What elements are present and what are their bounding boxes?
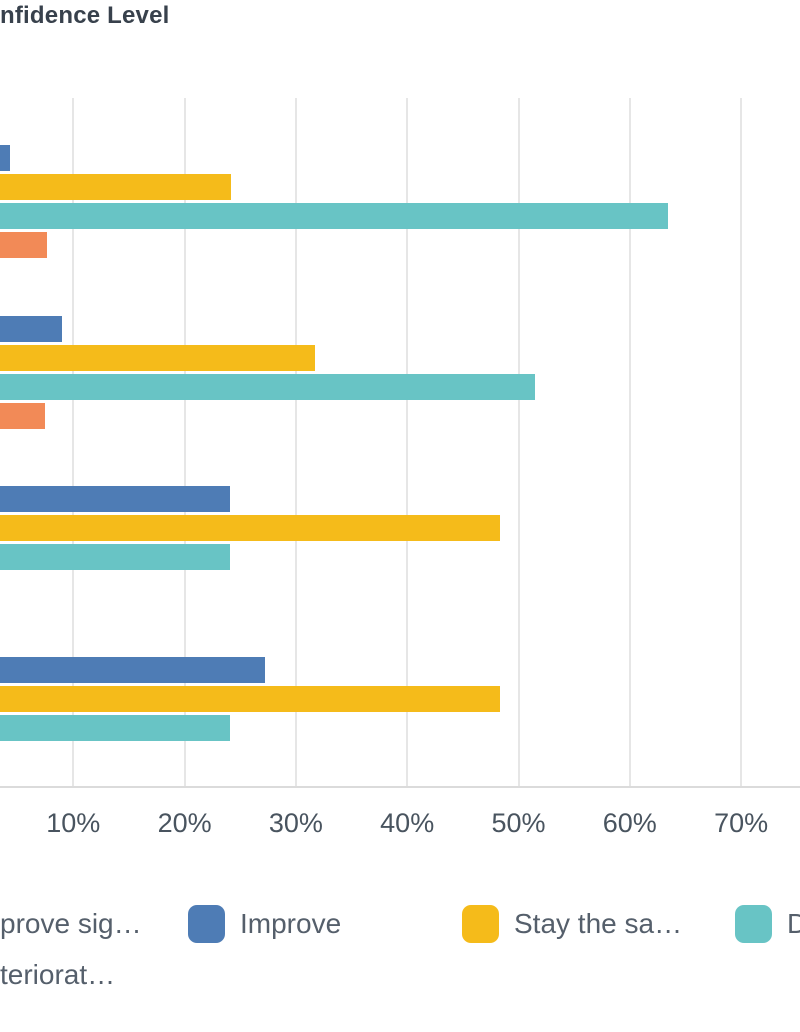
x-axis-tick-label: 60% xyxy=(602,808,657,838)
chart-title: nfidence Level xyxy=(0,2,170,29)
bar-group3-improve xyxy=(0,486,231,512)
x-axis-tick-label: 20% xyxy=(157,808,212,838)
gridline-30 xyxy=(294,98,297,786)
gridline-40 xyxy=(406,98,409,786)
legend-label: Improve xyxy=(240,908,342,939)
gridline-10 xyxy=(72,98,75,786)
bar-group1-improve xyxy=(0,145,10,171)
x-axis-tick-label: 40% xyxy=(380,808,435,838)
gridline-20 xyxy=(183,98,186,786)
gridline-50 xyxy=(517,98,520,786)
legend-item: teriorat… xyxy=(0,956,115,994)
bar-group1-d xyxy=(0,203,668,229)
legend-swatch-icon xyxy=(188,905,225,943)
x-axis-line xyxy=(0,786,800,788)
legend-swatch-icon xyxy=(735,905,772,943)
legend-label: prove sig… xyxy=(0,908,142,939)
bar-group3-staythesa xyxy=(0,515,500,541)
bar-group2-d xyxy=(0,374,536,400)
bar-group1-staythesa xyxy=(0,174,232,200)
bar-group2-staythesa xyxy=(0,345,315,371)
legend-item: Stay the sa… xyxy=(462,905,682,943)
bar-group2-improve xyxy=(0,316,63,342)
legend-label: Stay the sa… xyxy=(514,908,683,939)
bar-group2-teriorat xyxy=(0,403,46,429)
gridline-60 xyxy=(628,98,631,786)
x-axis-tick-label: 10% xyxy=(46,808,101,838)
legend-swatch-icon xyxy=(462,905,499,943)
legend-item: D xyxy=(735,905,800,943)
bar-group4-d xyxy=(0,715,231,741)
bar-group1-teriorat xyxy=(0,232,47,258)
x-axis-tick-label: 50% xyxy=(491,808,546,838)
x-axis-tick-label: 30% xyxy=(268,808,323,838)
bar-group4-staythesa xyxy=(0,686,500,712)
legend-item: prove sig… xyxy=(0,905,142,943)
bar-group3-d xyxy=(0,544,231,570)
legend-item: Improve xyxy=(188,905,341,943)
legend-label: teriorat… xyxy=(0,959,116,990)
bar-group4-improve xyxy=(0,657,265,683)
legend-label: D xyxy=(787,908,800,939)
gridline-70 xyxy=(740,98,743,786)
x-axis-tick-label: 70% xyxy=(714,808,769,838)
